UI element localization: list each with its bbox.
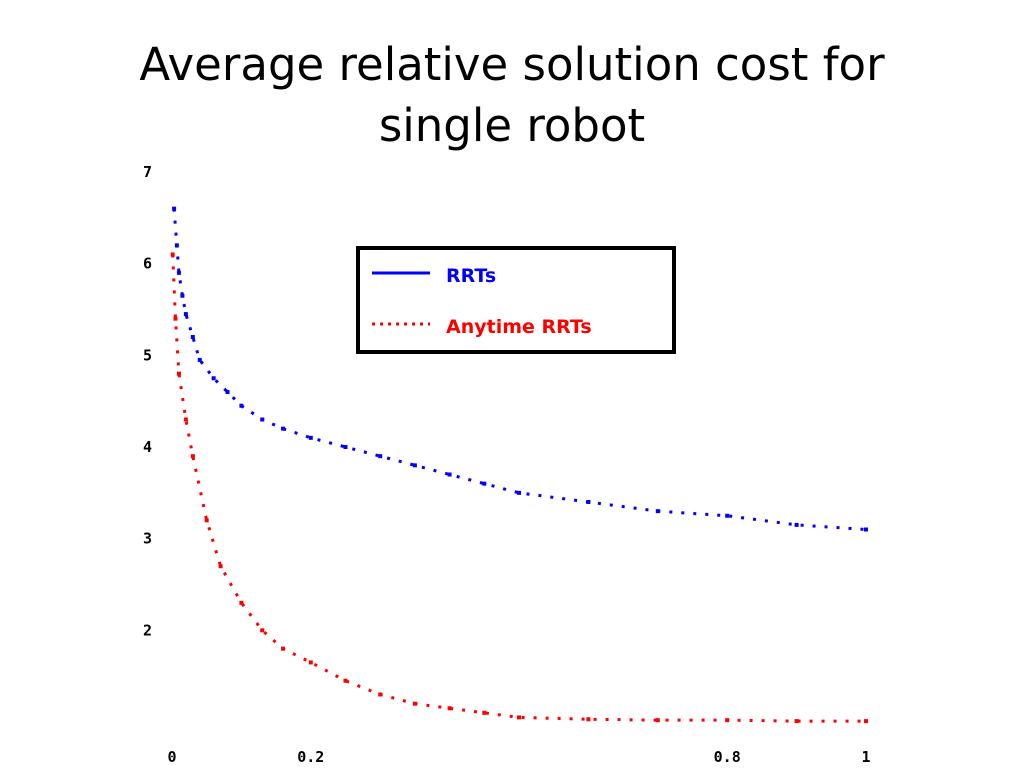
data-point-anytime-rrts-2 <box>176 371 181 376</box>
x-tick-label-0: 0 <box>167 748 176 766</box>
data-point-anytime-rrts-7 <box>239 600 244 605</box>
y-tick-label-4: 6 <box>143 255 152 273</box>
x-tick-label-3: 1 <box>861 748 870 766</box>
data-point-rrts-3 <box>180 293 185 298</box>
data-point-anytime-rrts-21 <box>864 719 868 724</box>
legend: RRTs Anytime RRTs <box>356 246 676 354</box>
data-point-anytime-rrts-20 <box>794 719 799 724</box>
legend-box <box>356 246 676 354</box>
data-point-anytime-rrts-12 <box>378 692 383 697</box>
data-point-rrts-0 <box>172 206 177 211</box>
data-point-anytime-rrts-14 <box>447 706 452 711</box>
data-point-rrts-23 <box>864 527 868 532</box>
data-point-anytime-rrts-11 <box>343 678 348 683</box>
data-point-rrts-22 <box>794 522 799 527</box>
data-point-anytime-rrts-19 <box>725 718 730 723</box>
data-point-rrts-15 <box>412 463 417 468</box>
data-point-anytime-rrts-10 <box>308 660 313 665</box>
data-point-rrts-4 <box>183 312 188 317</box>
legend-label-anytime-rrts: Anytime RRTs <box>446 316 592 338</box>
data-point-anytime-rrts-8 <box>260 628 265 633</box>
data-point-anytime-rrts-15 <box>482 710 487 715</box>
data-point-rrts-10 <box>260 417 265 422</box>
data-point-rrts-20 <box>655 509 660 514</box>
x-axis-ticks: 0 0.2 0.8 1 <box>167 748 870 766</box>
y-tick-label-3: 5 <box>143 346 152 364</box>
slide-title: Average relative solution cost for singl… <box>0 34 1024 156</box>
data-point-rrts-13 <box>343 445 348 449</box>
data-point-rrts-19 <box>586 500 591 504</box>
data-point-rrts-7 <box>211 376 216 381</box>
data-point-anytime-rrts-17 <box>586 717 591 722</box>
data-point-anytime-rrts-3 <box>183 417 188 422</box>
data-point-anytime-rrts-4 <box>190 454 195 459</box>
data-point-rrts-17 <box>482 481 487 486</box>
data-point-anytime-rrts-1 <box>173 316 178 321</box>
data-point-rrts-16 <box>447 472 452 477</box>
data-point-anytime-rrts-13 <box>412 701 417 706</box>
y-tick-label-1: 3 <box>143 530 152 548</box>
data-point-rrts-9 <box>239 403 244 408</box>
series-line-rrts <box>172 208 867 531</box>
slide-title-line-1: Average relative solution cost for <box>139 38 885 91</box>
x-tick-label-2: 0.8 <box>714 748 741 766</box>
data-point-anytime-rrts-18 <box>655 718 660 723</box>
y-tick-label-2: 4 <box>143 438 152 456</box>
legend-label-rrts: RRTs <box>446 265 496 287</box>
data-point-rrts-1 <box>174 243 179 248</box>
x-tick-label-1: 0.2 <box>297 748 324 766</box>
data-point-rrts-8 <box>225 390 230 394</box>
data-point-rrts-5 <box>190 335 195 339</box>
data-point-rrts-18 <box>517 490 521 495</box>
data-point-rrts-21 <box>725 513 730 518</box>
data-point-rrts-14 <box>378 454 383 459</box>
y-axis-ticks: 2 3 4 5 6 7 <box>143 163 152 639</box>
y-tick-label-5: 7 <box>143 163 152 181</box>
data-point-rrts-12 <box>308 435 313 440</box>
series-layer <box>170 206 868 724</box>
slide-title-line-2: single robot <box>378 99 646 152</box>
data-point-anytime-rrts-6 <box>218 564 223 569</box>
data-point-anytime-rrts-5 <box>204 518 209 523</box>
data-point-rrts-6 <box>197 357 202 362</box>
data-point-rrts-11 <box>281 426 286 431</box>
data-point-rrts-2 <box>176 270 181 275</box>
data-point-anytime-rrts-0 <box>170 252 175 257</box>
data-point-anytime-rrts-16 <box>517 715 521 720</box>
y-tick-label-0: 2 <box>143 621 152 639</box>
data-point-anytime-rrts-9 <box>281 646 286 651</box>
